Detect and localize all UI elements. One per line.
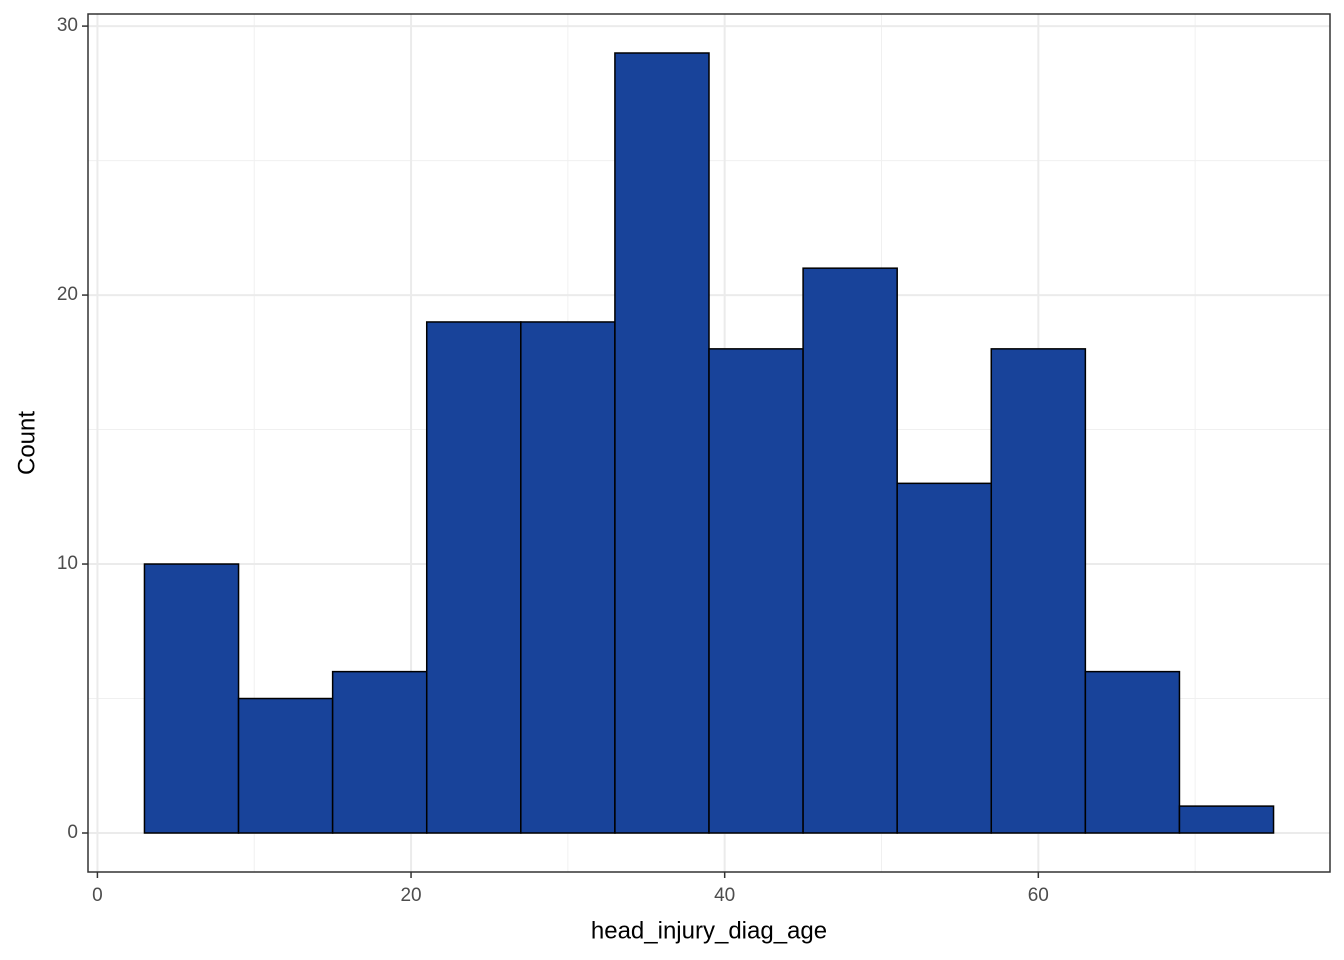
bar — [425, 321, 522, 834]
y-tick-label: 0 — [67, 822, 78, 843]
bar — [896, 482, 993, 834]
bar — [990, 348, 1087, 834]
y-tick-label: 10 — [57, 553, 78, 574]
bar — [520, 321, 616, 834]
bar — [237, 697, 334, 834]
x-tick-label: 0 — [92, 885, 103, 906]
x-axis-title: head_injury_diag_age — [591, 917, 827, 944]
y-axis-title: Count — [13, 411, 40, 475]
bar — [1178, 805, 1275, 834]
bar — [143, 563, 240, 834]
bar — [802, 267, 898, 834]
panel-border — [87, 13, 1331, 873]
x-tick-label: 40 — [714, 885, 735, 906]
bar — [331, 670, 428, 834]
bar — [614, 52, 710, 834]
x-tick-label: 60 — [1028, 885, 1049, 906]
y-tick-label: 20 — [57, 284, 78, 305]
bar — [708, 348, 804, 834]
bar — [1084, 670, 1181, 834]
y-tick-label: 30 — [57, 15, 78, 36]
x-tick-label: 20 — [400, 885, 421, 906]
